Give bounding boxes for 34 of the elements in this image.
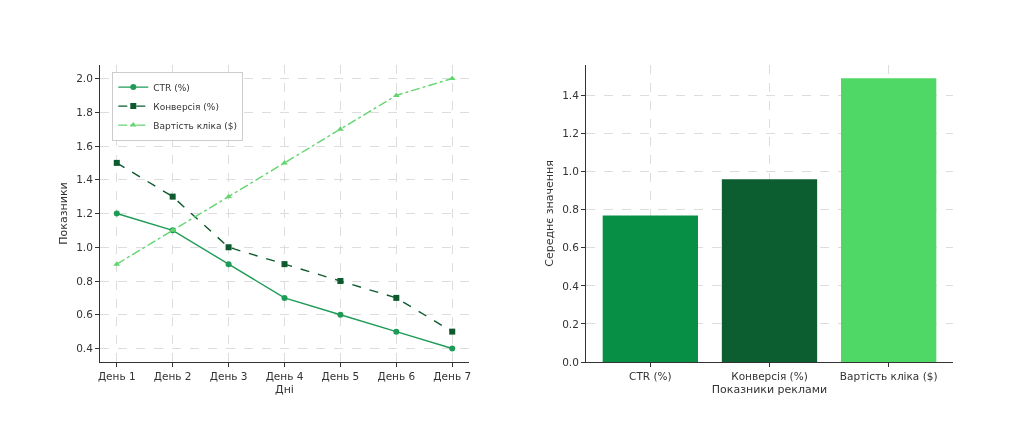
x-tick-label: День 2 [153, 369, 192, 382]
x-tick-label: День 4 [265, 369, 304, 382]
y-tick-label: 1.0 [562, 165, 579, 178]
y-tick-label: 0.0 [562, 355, 579, 368]
x-axis-title: Дні [275, 382, 294, 396]
x-tick-label: Вартість кліка ($) [839, 369, 938, 382]
x-axis-title: Показники реклами [711, 382, 828, 396]
x-tick-label: День 5 [321, 369, 360, 382]
y-tick-label: 0.2 [562, 317, 579, 330]
y-tick-label: 1.6 [76, 139, 94, 152]
x-tick-label: День 1 [97, 369, 136, 382]
legend-label: CTR (%) [153, 82, 190, 93]
y-axis-title: Середнє значення [542, 160, 556, 267]
x-tick-label: День 3 [209, 369, 248, 382]
x-tick-label: CTR (%) [629, 369, 672, 382]
y-axis-title: Показники [56, 182, 70, 245]
x-tick-label: День 6 [377, 369, 416, 382]
y-tick-label: 1.2 [76, 207, 93, 220]
legend-label: Вартість кліка ($) [153, 120, 238, 131]
y-tick-label: 0.4 [76, 342, 94, 355]
y-tick-label: 1.2 [562, 127, 579, 140]
y-tick-label: 1.0 [76, 240, 93, 253]
y-tick-label: 0.6 [76, 308, 94, 321]
y-tick-label: 1.8 [76, 105, 93, 118]
y-tick-label: 1.4 [562, 89, 580, 102]
x-tick-label: Конверсія (%) [731, 369, 808, 382]
y-tick-label: 1.4 [76, 173, 94, 186]
y-tick-label: 2.0 [76, 72, 93, 85]
y-tick-label: 0.4 [562, 279, 580, 292]
y-tick-label: 0.8 [562, 203, 579, 216]
x-tick-label: День 7 [433, 369, 472, 382]
y-tick-label: 0.8 [76, 274, 93, 287]
y-tick-label: 0.6 [562, 241, 580, 254]
legend-label: Конверсія (%) [153, 101, 219, 112]
